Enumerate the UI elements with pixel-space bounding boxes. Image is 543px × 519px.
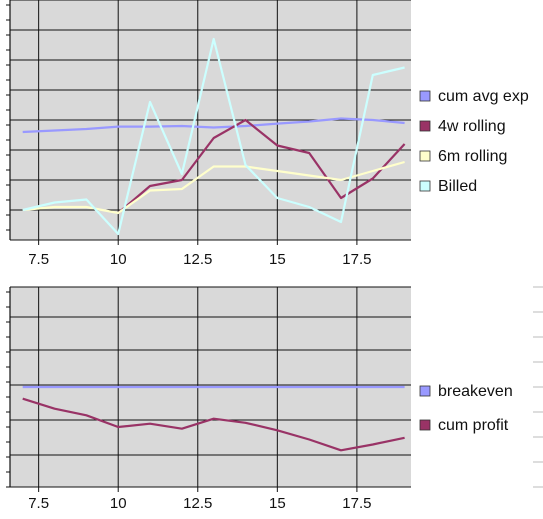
x-tick-label: 7.5 — [28, 495, 49, 512]
series-line-cum-profit — [22, 397, 405, 452]
x-tick-label: 12.5 — [183, 495, 212, 512]
x-tick-label: 15 — [269, 495, 286, 512]
x-tick-label: 15 — [269, 251, 286, 268]
legend-swatch — [419, 90, 431, 102]
legend-label: Billed — [438, 178, 477, 195]
x-tick-label: 10 — [110, 251, 127, 268]
x-tick-label: 17.5 — [342, 251, 371, 268]
legend-swatch — [419, 150, 431, 162]
x-tick-label: 7.5 — [28, 251, 49, 268]
legend-label: 6m rolling — [438, 148, 507, 165]
legend-swatch — [419, 180, 431, 192]
x-tick-label: 10 — [110, 495, 127, 512]
series-line-6m-rolling — [22, 160, 405, 215]
series-line-4w-rolling — [117, 118, 406, 214]
legend-label: 4w rolling — [438, 118, 506, 135]
legend-label: cum avg exp — [438, 88, 529, 105]
legend-swatch — [419, 419, 431, 431]
legend-label: breakeven — [438, 383, 513, 400]
series-line-Billed — [22, 37, 405, 236]
legend-label: cum profit — [438, 417, 509, 434]
legend-swatch — [419, 120, 431, 132]
series-line-cum-avg-exp — [22, 117, 405, 134]
legend-swatch — [419, 385, 431, 397]
x-tick-label: 12.5 — [183, 251, 212, 268]
x-tick-label: 17.5 — [342, 495, 371, 512]
